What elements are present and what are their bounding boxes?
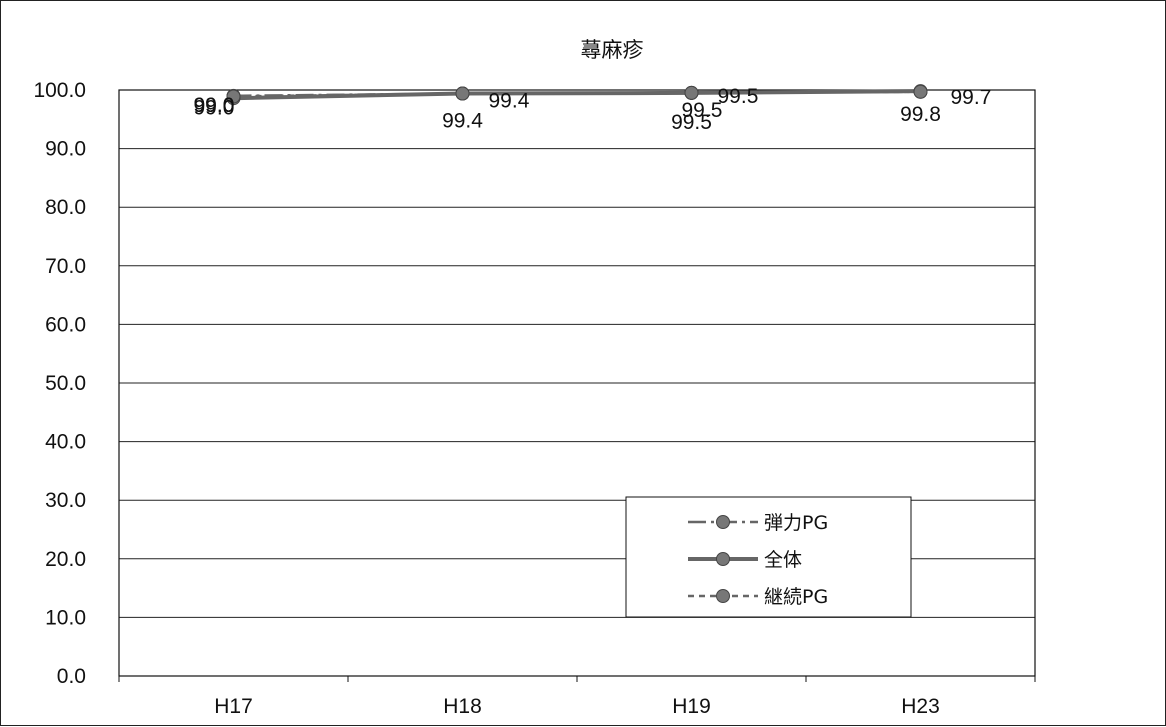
y-tick-label: 30.0	[45, 489, 86, 512]
legend-marker	[716, 589, 730, 603]
y-tick-label: 0.0	[57, 665, 86, 688]
y-tick-label: 80.0	[45, 196, 86, 219]
x-tick-label: H18	[443, 695, 482, 718]
data-label: 99.5	[682, 99, 723, 122]
data-label: 99.8	[900, 103, 941, 126]
y-tick-label: 20.0	[45, 548, 86, 571]
y-tick-label: 40.0	[45, 431, 86, 454]
series-group	[226, 84, 928, 106]
data-label: 99.5	[671, 111, 712, 134]
data-label: 99.0	[194, 94, 235, 117]
data-point	[913, 84, 928, 99]
legend-label: 全体	[764, 549, 802, 571]
data-point	[455, 86, 470, 101]
x-tick-label: H19	[672, 695, 711, 718]
data-label: 99.4	[489, 90, 530, 113]
y-tick-label: 50.0	[45, 372, 86, 395]
legend-label: 弾力PG	[764, 512, 828, 534]
legend-marker	[716, 515, 730, 529]
data-label: 99.0	[194, 96, 235, 119]
y-tick-label: 10.0	[45, 606, 86, 629]
legend-marker	[716, 552, 730, 566]
data-label: 99.5	[718, 85, 759, 108]
data-label: 99.7	[951, 86, 992, 109]
y-tick-label: 100.0	[33, 79, 86, 102]
legend-label: 継続PG	[764, 586, 828, 608]
y-tick-label: 70.0	[45, 255, 86, 278]
chart-title: 蕁麻疹	[581, 38, 644, 62]
axes: 100.0 90.0 80.0 70.0 60.0 50.0 40.0 30.0 20.0 10.…	[33, 79, 1036, 718]
data-point	[684, 85, 699, 100]
data-label: 99.0	[194, 94, 235, 117]
y-tick-label: 90.0	[45, 138, 86, 161]
legend-box	[625, 496, 912, 618]
data-label: 99.4	[442, 110, 483, 133]
data-labels: 99.0 99.4 99.5 99.799.099.4 99.5 99.899.0 99.5	[194, 85, 992, 134]
series-line-2	[233, 90, 921, 98]
data-point	[226, 89, 241, 104]
y-tick-label: 60.0	[45, 313, 86, 336]
x-tick-label: H17	[214, 695, 253, 718]
x-tick-label: H23	[901, 695, 940, 718]
